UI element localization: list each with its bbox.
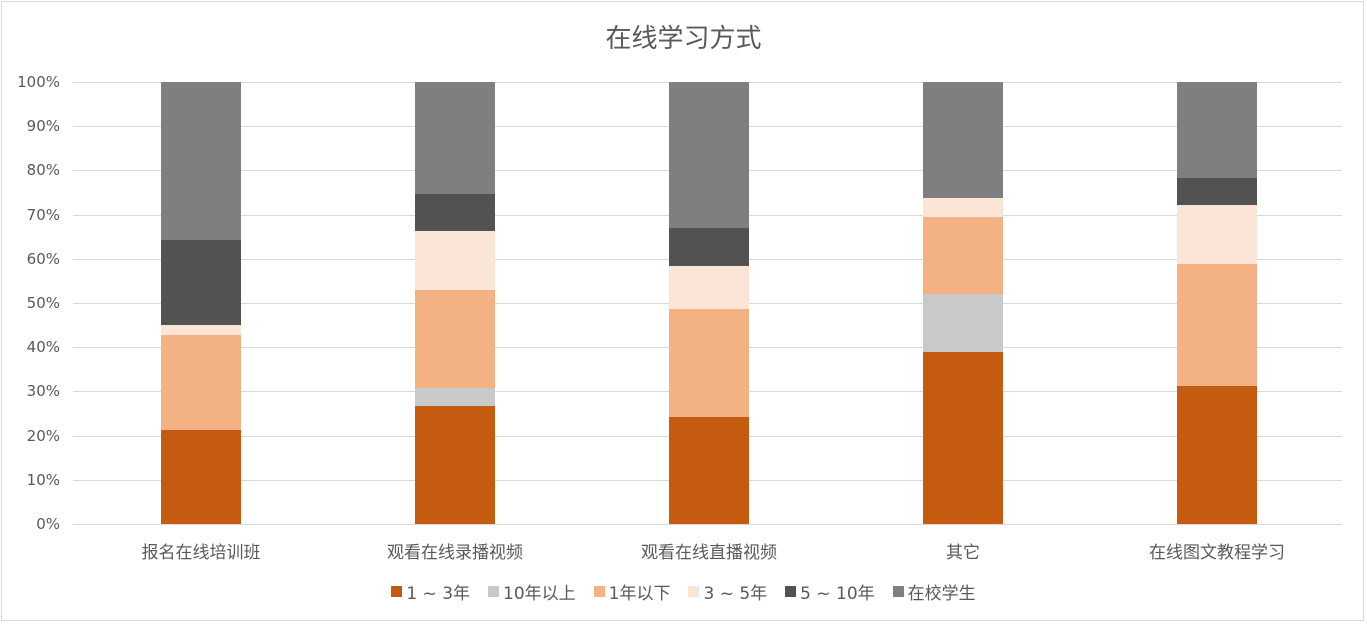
bar-segment — [923, 294, 1003, 353]
stacked-bar — [161, 82, 241, 524]
legend-item: 1年以下 — [593, 579, 671, 604]
legend-swatch-icon — [688, 586, 700, 597]
bar-segment — [669, 82, 749, 228]
x-category-label: 观看在线录播视频 — [387, 543, 523, 563]
legend-label: 1 ~ 3年 — [406, 584, 471, 604]
bar-segment — [415, 193, 495, 231]
bar-segment — [1177, 386, 1257, 524]
bar-segment — [923, 352, 1003, 524]
x-category-label: 其它 — [946, 543, 980, 563]
bar-segment — [161, 239, 241, 326]
y-tick-label: 80% — [26, 161, 60, 180]
bar-segment — [415, 290, 495, 388]
y-tick-label: 50% — [26, 294, 60, 312]
x-category-label: 观看在线直播视频 — [641, 543, 777, 563]
legend-label: 10年以上 — [503, 584, 576, 604]
legend-swatch-icon — [593, 586, 605, 597]
y-tick-label: 0% — [36, 515, 60, 533]
y-tick-label: 60% — [26, 249, 60, 268]
bar-segment — [669, 265, 749, 310]
chart-title: 在线学习方式 — [605, 24, 762, 54]
legend-label: 3 ~ 5年 — [703, 584, 768, 604]
y-tick-label: 30% — [26, 382, 60, 401]
bar-segment — [1177, 177, 1257, 205]
bar-segment — [161, 325, 241, 335]
bar-segment — [1177, 264, 1257, 387]
bar-segment — [161, 334, 241, 430]
x-category-label: 在线图文教程学习 — [1149, 543, 1285, 563]
bar-segment — [415, 231, 495, 291]
bar-segment — [923, 82, 1003, 198]
stacked-bar — [415, 82, 495, 524]
bar-segment — [415, 82, 495, 194]
stacked-bar — [923, 82, 1003, 524]
legend-item: 10年以上 — [488, 579, 576, 604]
legend-label: 1年以下 — [608, 584, 671, 604]
bar-segment — [923, 216, 1003, 295]
stacked-bar — [669, 82, 749, 524]
bar-segment — [1177, 82, 1257, 178]
y-tick-label: 20% — [26, 426, 60, 445]
legend-swatch-icon — [488, 586, 500, 597]
x-category-label: 报名在线培训班 — [141, 543, 261, 563]
plot-area — [73, 82, 1342, 525]
bar-segment — [669, 309, 749, 418]
bar-segment — [669, 417, 749, 524]
legend-item: 5 ~ 10年 — [785, 579, 875, 604]
legend: 1 ~ 3年 10年以上 1年以下 3 ~ 5年 5 ~ 10年 在校学生 — [0, 579, 1367, 604]
y-tick-label: 70% — [26, 205, 60, 224]
bar-segment — [415, 406, 495, 524]
legend-item: 在校学生 — [892, 579, 976, 604]
stacked-bar — [1177, 82, 1257, 524]
legend-item: 3 ~ 5年 — [688, 579, 767, 604]
legend-item: 1 ~ 3年 — [391, 579, 470, 604]
bar-segment — [923, 197, 1003, 217]
bar-segment — [669, 227, 749, 266]
y-tick-label: 40% — [26, 338, 60, 357]
legend-label: 5 ~ 10年 — [800, 584, 875, 604]
y-tick-label: 10% — [26, 470, 60, 489]
bar-segment — [161, 429, 241, 524]
legend-swatch-icon — [785, 586, 797, 597]
bar-segment — [161, 82, 241, 240]
bar-segment — [1177, 204, 1257, 265]
legend-swatch-icon — [892, 586, 904, 597]
y-tick-label: 100% — [17, 73, 60, 91]
legend-swatch-icon — [391, 586, 403, 597]
gridline — [73, 524, 1342, 525]
bar-segment — [415, 387, 495, 406]
legend-label: 在校学生 — [907, 584, 976, 604]
y-tick-label: 90% — [26, 117, 60, 136]
